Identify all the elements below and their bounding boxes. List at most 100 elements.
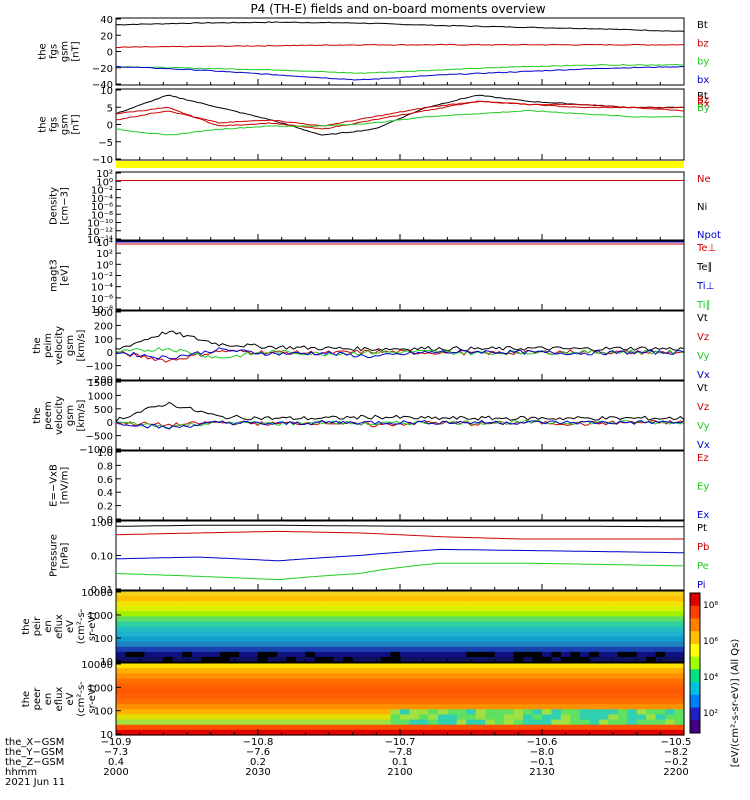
heatmap-cell: [295, 626, 306, 633]
heatmap-cell: [627, 663, 638, 669]
heatmap-cell: [239, 621, 250, 628]
heatmap-cell: [201, 601, 212, 607]
heatmap-cell: [343, 636, 354, 643]
heatmap-cell: [182, 591, 193, 597]
heatmap-cell: [182, 663, 193, 669]
heatmap-cell: [191, 714, 202, 721]
heatmap-cell: [352, 591, 363, 597]
heatmap-cell: [513, 704, 524, 710]
heatmap-cell: [570, 663, 581, 669]
heatmap-cell: [295, 651, 306, 658]
heatmap-cell: [172, 606, 183, 612]
heatmap-cell: [579, 673, 590, 680]
heatmap-cell: [371, 611, 382, 617]
x-axis-row-label: the_Z−GSM: [5, 757, 64, 768]
heatmap-cell: [665, 591, 676, 597]
heatmap-cell: [475, 651, 486, 658]
y-axis-label: thepeirenefluxeV(cm²-s-sr-eV): [21, 608, 98, 644]
heatmap-cell: [617, 636, 628, 643]
heatmap-cell: [191, 656, 202, 663]
heatmap-cell: [504, 673, 515, 680]
y-axis-label-line: fgs: [49, 44, 60, 59]
heatmap-cell: [400, 729, 411, 736]
heatmap-cell: [400, 704, 411, 710]
heatmap-cell: [210, 688, 221, 695]
heatmap-cell: [333, 651, 344, 658]
heatmap-cell: [172, 663, 183, 669]
heatmap-cell: [532, 709, 543, 716]
heatmap-cell: [210, 616, 221, 623]
legend-entry: Bt: [697, 91, 708, 102]
heatmap-cell: [570, 724, 581, 731]
heatmap-cell: [324, 678, 335, 685]
y-axis-label-line: (cm²-s-: [76, 608, 87, 644]
heatmap-cell: [267, 688, 278, 695]
legend-entry: by: [697, 57, 709, 68]
heatmap-cell: [324, 641, 335, 648]
heatmap-cell: [523, 683, 534, 690]
heatmap-cell: [144, 621, 155, 628]
heatmap-cell: [144, 699, 155, 705]
heatmap-cell: [286, 709, 297, 716]
heatmap-cell: [428, 729, 439, 736]
heatmap-cell: [598, 673, 609, 680]
heatmap-cell: [617, 591, 628, 597]
heatmap-cell: [475, 626, 486, 633]
heatmap-cell: [494, 636, 505, 643]
heatmap-cell: [286, 601, 297, 607]
heatmap-cell: [447, 626, 458, 633]
heatmap-cell: [504, 646, 515, 653]
heatmap-cell: [579, 611, 590, 617]
heatmap-cell: [258, 719, 269, 726]
heatmap-cell: [286, 636, 297, 643]
heatmap-cell: [352, 656, 363, 663]
heatmap-cell: [116, 719, 127, 726]
heatmap-cell: [324, 719, 335, 726]
heatmap-cell: [542, 699, 553, 705]
heatmap-cell: [400, 663, 411, 669]
heatmap-cell: [409, 596, 420, 602]
colorbar-segment: [690, 720, 700, 734]
heatmap-cell: [239, 678, 250, 685]
heatmap-cell: [504, 601, 515, 607]
heatmap-cell: [598, 693, 609, 700]
heatmap-cell: [125, 646, 136, 653]
heatmap-cell: [428, 688, 439, 695]
heatmap-cell: [182, 606, 193, 612]
heatmap-cell: [362, 688, 373, 695]
heatmap-cell: [333, 596, 344, 602]
heatmap-cell: [665, 729, 676, 736]
heatmap-cell: [153, 601, 164, 607]
heatmap-cell: [551, 673, 562, 680]
y-tick-label: 1000: [88, 391, 113, 402]
heatmap-cell: [456, 719, 467, 726]
y-axis-label-line: velocity: [54, 396, 65, 435]
heatmap-cell: [248, 656, 259, 663]
heatmap-cell: [456, 591, 467, 597]
heatmap-cell: [163, 631, 174, 638]
heatmap-cell: [286, 621, 297, 628]
heatmap-cell: [409, 673, 420, 680]
heatmap-cell: [409, 683, 420, 690]
heatmap-cell: [239, 709, 250, 716]
heatmap-cell: [636, 693, 647, 700]
heatmap-cell: [258, 606, 269, 612]
heatmap-cell: [627, 611, 638, 617]
heatmap-cell: [579, 591, 590, 597]
x-axis-value: −8.0: [530, 747, 554, 758]
heatmap-cell: [371, 663, 382, 669]
heatmap-cell: [276, 719, 287, 726]
heatmap-cell: [116, 621, 127, 628]
heatmap-cell: [428, 683, 439, 690]
series-line-bz: [115, 100, 685, 130]
heatmap-cell: [617, 714, 628, 721]
heatmap-cell: [390, 591, 401, 597]
heatmap-cell: [362, 699, 373, 705]
heatmap-cell: [551, 636, 562, 643]
heatmap-cell: [248, 611, 259, 617]
heatmap-cell: [636, 724, 647, 731]
heatmap-cell: [239, 663, 250, 669]
heatmap-cell: [579, 656, 590, 663]
heatmap-cell: [134, 704, 145, 710]
heatmap-cell: [466, 601, 477, 607]
